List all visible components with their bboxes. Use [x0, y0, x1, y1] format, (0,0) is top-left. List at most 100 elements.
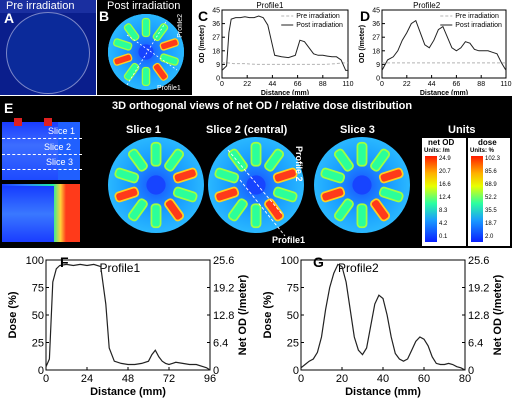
petal-shape	[333, 148, 354, 172]
petal	[152, 62, 169, 81]
petal	[172, 186, 198, 203]
panel-a-letter: A	[4, 10, 15, 26]
panel-a-title: Pre irradiation	[6, 0, 75, 12]
petal-shape	[214, 186, 240, 203]
petal	[378, 186, 404, 203]
petal-shape	[356, 203, 368, 229]
petal-shape	[159, 53, 179, 66]
x-tick-label: 48	[122, 373, 134, 385]
x-tick-label: 110	[500, 81, 511, 88]
panel-b: B Post irradiation Profile1 Profile2	[97, 0, 192, 95]
y-tick-label: 25	[32, 337, 44, 349]
petal	[113, 38, 133, 51]
y-tick-label: 0	[38, 365, 44, 377]
x-axis-label: Distance (mm)	[345, 386, 421, 398]
colorbar-tick-label: 2.0	[485, 234, 494, 240]
chart-title: Profile1	[99, 261, 140, 275]
petal-shape	[159, 38, 179, 51]
petal-shape	[250, 203, 262, 229]
petal-shape	[378, 186, 404, 203]
y-tick-label: 25	[287, 337, 299, 349]
petal	[370, 148, 391, 172]
petal	[320, 167, 346, 184]
panel-g: G 0 20 40 60 80 0 25 50 75 100 0 6.4 12.8 19.2 25.6 Net…	[257, 250, 512, 402]
series-line	[45, 263, 211, 371]
plot-frame	[45, 259, 211, 371]
legend-label: Pre irradiation	[455, 13, 499, 20]
legend-label: Post irradiation	[296, 22, 343, 29]
petal	[114, 167, 140, 184]
petal	[127, 198, 148, 222]
y-axis-label: OD (/meter)	[199, 25, 206, 63]
y2-tick-label: 19.2	[468, 282, 489, 294]
petal-shape	[272, 167, 298, 184]
slice3-line	[2, 169, 82, 170]
petal	[113, 53, 133, 66]
y-tick-label: 50	[32, 310, 44, 322]
petal	[356, 141, 368, 167]
netod-title: net OD	[428, 138, 455, 147]
panel-d: D 0 22 44 66 88 110 0 9 18 27 36 45 Distance (mm) OD …	[356, 0, 512, 97]
x-tick-label: 88	[477, 81, 485, 88]
petal	[150, 141, 162, 167]
x-tick-label: 40	[377, 373, 389, 385]
petal-shape	[152, 62, 169, 81]
profile1-label: Profile1	[272, 235, 306, 245]
petal	[227, 198, 248, 222]
petal	[150, 203, 162, 229]
petal-shape	[141, 66, 151, 87]
disc-center	[146, 175, 166, 195]
petal	[114, 186, 140, 203]
dose-title: dose	[478, 138, 497, 147]
slice1-header: Slice 1	[126, 124, 161, 136]
slice3-header: Slice 3	[340, 124, 375, 136]
colorbar-tick-label: 20.7	[439, 169, 451, 175]
chart-title: Profile1	[256, 1, 284, 10]
y2-tick-label: 6.4	[468, 337, 483, 349]
x-tick-label: 20	[336, 373, 348, 385]
chart-title: Profile2	[338, 261, 379, 275]
y-tick-label: 45	[212, 7, 220, 14]
petal	[214, 186, 240, 203]
petal-shape	[370, 198, 391, 222]
y-tick-label: 75	[32, 282, 44, 294]
y-tick-label: 0	[216, 75, 220, 82]
y-tick-label: 0	[293, 365, 299, 377]
petal	[333, 148, 354, 172]
petal	[320, 186, 346, 203]
petal-shape	[320, 167, 346, 184]
series-line	[300, 263, 466, 371]
colorbar-tick-label: 16.6	[439, 182, 451, 188]
y-tick-label: 50	[287, 310, 299, 322]
panel-e: E 3D orthogonal views of net OD / relati…	[0, 96, 512, 248]
x-tick-label: 72	[163, 373, 175, 385]
x-tick-label: 60	[418, 373, 430, 385]
petal-shape	[114, 167, 140, 184]
colorbar-tick-label: 12.4	[439, 195, 451, 201]
petal-shape	[356, 141, 368, 167]
disc-center	[246, 175, 266, 195]
dose-gradient	[471, 156, 483, 242]
slice3-disc	[314, 137, 410, 233]
petal-shape	[141, 17, 151, 38]
petal-shape	[150, 141, 162, 167]
x-axis-label: Distance (mm)	[261, 90, 309, 95]
colorbar-tick-label: 102.3	[485, 156, 501, 162]
panel-b-profile1-label: Profile1	[157, 85, 181, 92]
petal-shape	[113, 53, 133, 66]
y-axis-label: OD (/meter)	[359, 25, 366, 63]
x-tick-label: 88	[319, 81, 327, 88]
x-tick-label: 80	[459, 373, 471, 385]
panel-e-title: 3D orthogonal views of net OD / relative…	[112, 100, 413, 112]
chart-title: Profile2	[413, 1, 441, 10]
y-tick-label: 36	[372, 21, 380, 28]
panel-e-letter: E	[4, 100, 14, 116]
x-tick-label: 0	[380, 81, 384, 88]
plot-frame	[381, 9, 507, 79]
y2-axis-label: Net OD (/meter)	[237, 274, 249, 355]
series-line	[222, 62, 348, 65]
petal	[172, 167, 198, 184]
x-tick-label: 22	[403, 81, 411, 88]
